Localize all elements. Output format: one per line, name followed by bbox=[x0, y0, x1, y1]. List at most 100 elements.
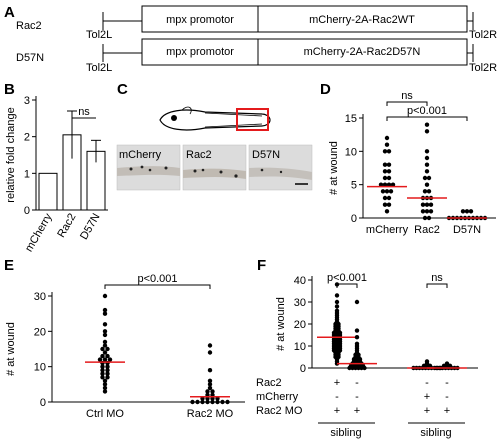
data-point bbox=[424, 129, 430, 134]
genotype-row-label: mCherry bbox=[256, 391, 299, 403]
x-tick-label: D57N bbox=[453, 224, 481, 236]
gene-label: mCherry-2A-Rac2WT bbox=[309, 14, 415, 26]
chart-f: 0 10 20 30 40 # at wound p<0.001 ns bbox=[275, 272, 478, 375]
y-axis-label: # at wound bbox=[5, 322, 17, 376]
data-point bbox=[102, 343, 108, 348]
genotype-value: + bbox=[334, 377, 340, 389]
construct-rac2: Rac2 mpx promotor mCherry-2A-Rac2WT Tol2… bbox=[16, 5, 497, 41]
x-tick-label: Rac2 bbox=[414, 224, 440, 236]
data-point bbox=[100, 368, 105, 373]
data-point bbox=[102, 332, 108, 338]
data-point bbox=[420, 202, 426, 207]
panel-letter-b: B bbox=[4, 81, 15, 98]
data-point bbox=[386, 202, 392, 207]
y-tick-label: 5 bbox=[351, 180, 357, 192]
data-point bbox=[354, 328, 360, 333]
data-point bbox=[384, 135, 390, 141]
y-tick-label: 0 bbox=[40, 397, 46, 409]
data-point bbox=[102, 293, 108, 299]
data-point bbox=[428, 202, 434, 207]
data-point bbox=[100, 353, 105, 359]
construct-name: Rac2 bbox=[16, 20, 42, 32]
y-tick-label: 3 bbox=[24, 95, 30, 107]
y-tick-label: 15 bbox=[345, 113, 357, 125]
photo-label: Rac2 bbox=[186, 149, 212, 161]
data-point bbox=[424, 202, 430, 207]
chart-d: 0 5 10 15 # at wound mCherry Rac2 D57N ns p<0.001 bbox=[328, 90, 496, 236]
genotype-row-label: Rac2 bbox=[256, 377, 282, 389]
data-point bbox=[102, 339, 108, 345]
data-point bbox=[422, 215, 428, 221]
genotype-value: + bbox=[354, 405, 360, 417]
data-point bbox=[422, 175, 428, 181]
data-point bbox=[105, 368, 110, 373]
data-point bbox=[100, 371, 105, 376]
genotype-value: + bbox=[424, 391, 430, 403]
data-point bbox=[220, 399, 225, 405]
genotype-value: - bbox=[355, 377, 359, 389]
panel-letter-e: E bbox=[4, 257, 14, 274]
data-point bbox=[334, 304, 340, 309]
chart-b: 0 1 2 3 relative fold change mCherry Rac2 D57N n… bbox=[5, 95, 108, 254]
y-tick-label: 0 bbox=[351, 213, 357, 225]
data-point bbox=[382, 202, 388, 207]
data-point bbox=[225, 399, 230, 405]
data-point bbox=[386, 169, 392, 174]
gene-label: mCherry-2A-Rac2D57N bbox=[304, 46, 421, 58]
data-point bbox=[422, 189, 428, 194]
panel-letter-d: D bbox=[320, 81, 331, 98]
y-tick-label: 10 bbox=[294, 341, 306, 353]
y-tick-label: 20 bbox=[34, 326, 46, 338]
bar bbox=[38, 172, 58, 211]
data-point bbox=[382, 195, 388, 201]
data-point bbox=[102, 329, 108, 334]
data-point bbox=[382, 149, 388, 154]
data-point bbox=[102, 350, 108, 355]
data-point bbox=[100, 346, 105, 352]
photo-label: D57N bbox=[252, 149, 280, 161]
significance-bracket bbox=[336, 283, 358, 288]
data-point bbox=[97, 357, 103, 362]
x-tick-label: D57N bbox=[78, 211, 102, 241]
x-tick-label: mCherry bbox=[23, 211, 55, 254]
data-point bbox=[382, 175, 388, 181]
data-point bbox=[386, 149, 392, 154]
data-point bbox=[200, 399, 205, 405]
zebrafish-larva-schematic bbox=[159, 106, 271, 131]
y-tick-label: 30 bbox=[294, 297, 306, 309]
x-tick-label: Rac2 bbox=[55, 212, 78, 240]
data-point bbox=[102, 385, 108, 391]
y-tick-label: 10 bbox=[345, 146, 357, 158]
significance-bracket bbox=[104, 284, 211, 289]
fin-image-mcherry: mCherry bbox=[116, 144, 181, 191]
data-point bbox=[207, 343, 213, 348]
y-axis-label: # at wound bbox=[275, 297, 287, 351]
panel-letter-c: C bbox=[117, 81, 128, 98]
data-point bbox=[354, 335, 360, 340]
y-tick-label: 30 bbox=[34, 291, 46, 303]
genotype-value: - bbox=[355, 391, 359, 403]
data-point bbox=[207, 350, 213, 355]
genotype-value: - bbox=[425, 377, 429, 389]
data-point bbox=[424, 162, 430, 167]
data-point bbox=[100, 375, 105, 380]
chart-e: 0 10 20 30 # at wound Ctrl MO Rac2 MO p<0.001 bbox=[5, 273, 245, 420]
data-point bbox=[426, 215, 432, 221]
data-point bbox=[102, 378, 108, 383]
data-point bbox=[426, 189, 432, 194]
data-point bbox=[100, 364, 105, 369]
data-point bbox=[207, 382, 213, 387]
tol2r-label: Tol2R bbox=[469, 29, 497, 41]
genotype-value: - bbox=[335, 391, 339, 403]
data-point bbox=[334, 299, 340, 305]
data-point bbox=[102, 389, 108, 394]
data-point bbox=[426, 175, 432, 181]
data-point bbox=[380, 189, 386, 194]
data-point bbox=[424, 149, 430, 154]
data-point bbox=[102, 307, 108, 313]
data-point bbox=[362, 365, 367, 371]
y-tick-label: 20 bbox=[294, 319, 306, 331]
data-point bbox=[428, 209, 434, 214]
